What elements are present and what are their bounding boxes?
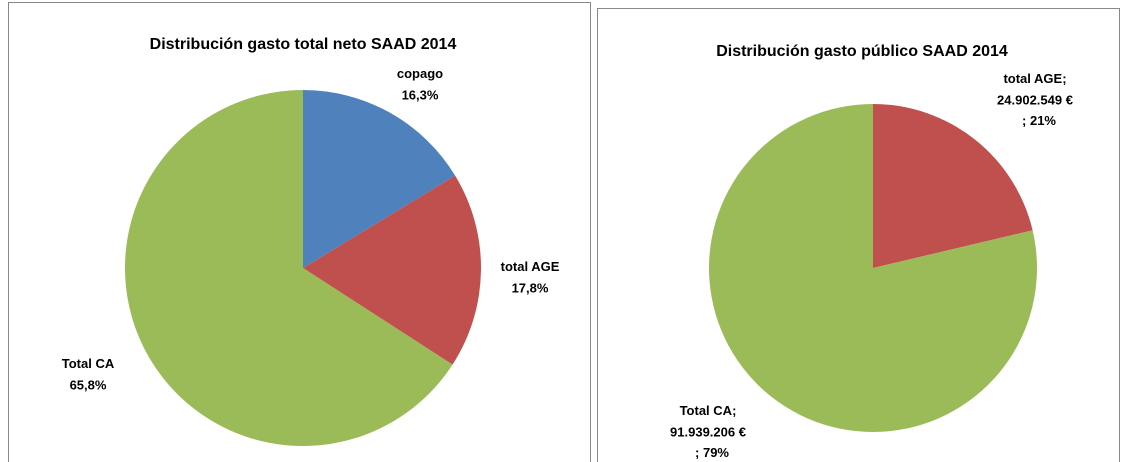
percent-label: ; 21%	[1022, 113, 1056, 128]
separator: ;	[1062, 71, 1066, 86]
category-name: Total CA	[62, 356, 115, 371]
slice-label: Total CA	[62, 356, 115, 371]
pie-slice	[873, 104, 1033, 268]
percent-text: 79%	[703, 445, 729, 460]
slice-label: total AGE;	[1003, 71, 1066, 86]
separator: ;	[1022, 113, 1026, 128]
value-label: 24.902.549 €	[997, 92, 1073, 107]
value-label: 17,8%	[512, 280, 549, 295]
category-name: total AGE	[501, 259, 560, 274]
chart-title: Distribución gasto total neto SAAD 2014	[150, 36, 457, 53]
value-label: 16,3%	[402, 87, 439, 102]
separator: ;	[732, 403, 736, 418]
separator: ;	[695, 445, 699, 460]
pie-slice	[303, 175, 482, 365]
category-name: Total CA	[680, 403, 733, 418]
value-label: 91.939.206 €	[670, 424, 746, 439]
percent-label: ; 79%	[695, 445, 729, 460]
pie-slice	[303, 90, 456, 268]
slice-label: total AGE	[501, 259, 560, 274]
category-name: total AGE	[1003, 71, 1062, 86]
slice-label: Total CA;	[680, 403, 737, 418]
slice-label: copago	[397, 66, 443, 81]
category-name: copago	[397, 66, 443, 81]
chart-title: Distribución gasto público SAAD 2014	[716, 43, 1008, 60]
pie-slice	[124, 90, 453, 447]
value-label: 65,8%	[70, 377, 107, 392]
percent-text: 21%	[1030, 113, 1056, 128]
pie-slice	[708, 104, 1037, 432]
